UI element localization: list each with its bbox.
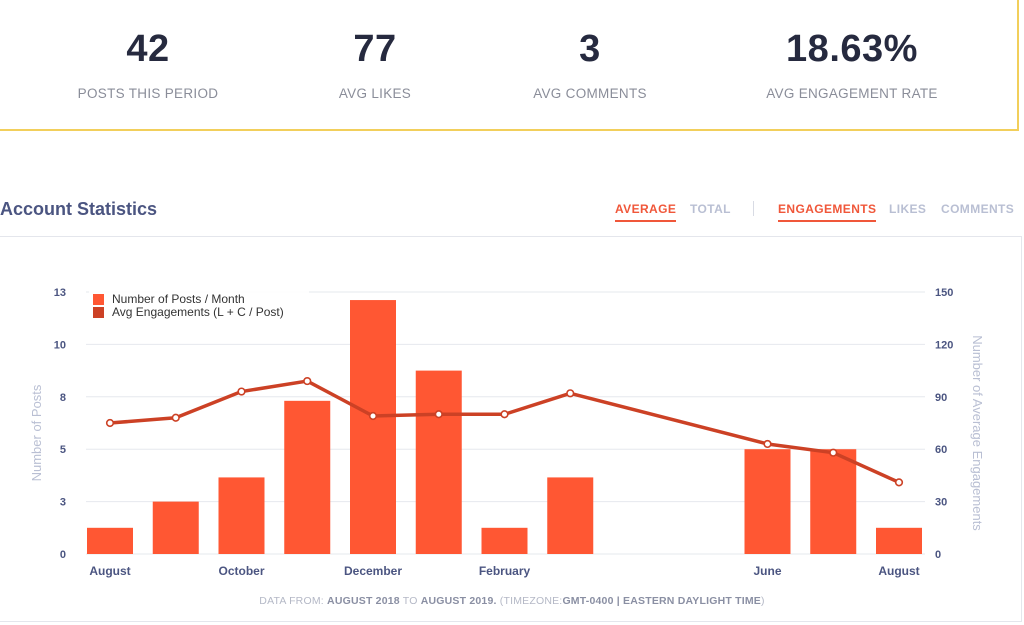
posts-bar [87, 527, 133, 554]
footer-tz-prefix: (TIMEZONE: [499, 595, 563, 607]
posts-bar [350, 300, 396, 554]
chart-panel [0, 236, 1022, 622]
stat-comments-label: AVG COMMENTS [533, 86, 647, 101]
stat-comments: 3 AVG COMMENTS [460, 26, 720, 101]
posts-bar [744, 449, 791, 554]
tab-engagements[interactable]: ENGAGEMENTS [778, 202, 877, 222]
posts-bar [415, 370, 462, 554]
data-range-footer: DATA FROM: AUGUST 2018 TO AUGUST 2019. (… [0, 595, 1024, 607]
engagements-point [500, 410, 509, 419]
stat-engagement-label: AVG ENGAGEMENT RATE [766, 86, 938, 101]
legend-label-posts: Number of Posts / Month [112, 292, 245, 306]
legend-swatch-engagements [93, 307, 104, 318]
x-tick-label: October [218, 564, 264, 578]
stat-posts-label: POSTS THIS PERIOD [77, 86, 219, 101]
posts-bar [284, 400, 331, 554]
engagements-point [237, 387, 246, 396]
y-left-tick-label: 8 [60, 392, 66, 404]
y-left-tick-label: 0 [60, 549, 66, 561]
tab-likes[interactable]: LIKES [889, 202, 927, 216]
x-tick-label: August [878, 564, 919, 578]
posts-bar [152, 501, 199, 554]
summary-stats-panel: 42 POSTS THIS PERIOD 77 AVG LIKES 3 AVG … [0, 0, 1019, 131]
y-right-tick-label: 120 [935, 339, 953, 351]
engagements-point [368, 411, 378, 421]
y-left-tick-label: 10 [54, 339, 66, 351]
stat-likes: 77 AVG LIKES [245, 26, 505, 101]
x-tick-label: August [89, 564, 130, 578]
posts-bar [547, 477, 594, 554]
stat-likes-value: 77 [353, 28, 397, 70]
engagements-point [763, 439, 772, 449]
engagements-point [105, 418, 115, 428]
legend-swatch-posts [93, 294, 104, 305]
y-left-axis-title: Number of Posts [29, 384, 44, 481]
y-right-tick-label: 60 [935, 444, 947, 456]
stat-likes-label: AVG LIKES [338, 86, 412, 101]
footer-prefix: DATA FROM: [259, 595, 324, 607]
y-right-tick-label: 30 [935, 497, 947, 509]
posts-bar [481, 527, 528, 554]
engagements-point [171, 413, 180, 422]
engagements-point [566, 389, 575, 398]
footer-timezone: GMT-0400 | EASTERN DAYLIGHT TIME [562, 595, 762, 607]
legend-label-engagements: Avg Engagements (L + C / Post) [112, 305, 284, 319]
tab-separator [753, 201, 754, 216]
y-right-tick-label: 0 [935, 549, 941, 561]
y-left-tick-label: 5 [60, 444, 66, 456]
legend-background [89, 291, 309, 323]
engagements-point [303, 376, 312, 386]
footer-from: AUGUST 2018 [327, 595, 400, 607]
footer-to-word: TO [402, 595, 418, 607]
tab-total[interactable]: TOTAL [690, 202, 731, 216]
y-left-tick-label: 3 [60, 497, 66, 509]
footer-to: AUGUST 2019. [420, 595, 497, 607]
y-right-axis-title: Number of Average Engagements [970, 335, 985, 531]
x-tick-label: December [344, 564, 402, 578]
stat-posts-value: 42 [126, 28, 170, 70]
y-right-tick-label: 90 [935, 392, 947, 404]
stat-comments-value: 3 [579, 28, 601, 70]
tab-comments[interactable]: COMMENTS [941, 202, 1015, 216]
engagements-point [894, 478, 904, 487]
stat-engagement: 18.63% AVG ENGAGEMENT RATE [722, 26, 982, 101]
posts-bar [810, 449, 857, 554]
section-title: Account Statistics [0, 199, 158, 219]
footer-tz-suffix: ) [761, 595, 765, 607]
engagements-point [829, 448, 838, 457]
y-left-tick-label: 13 [54, 287, 66, 299]
stat-posts: 42 POSTS THIS PERIOD [18, 26, 278, 101]
posts-bar [218, 477, 265, 554]
x-tick-label: February [479, 564, 531, 578]
stat-engagement-value: 18.63% [786, 28, 918, 70]
y-right-tick-label: 150 [935, 287, 953, 299]
tab-average[interactable]: AVERAGE [615, 202, 677, 222]
engagements-point [434, 410, 443, 419]
posts-bar [876, 527, 922, 554]
x-tick-label: June [753, 564, 781, 578]
